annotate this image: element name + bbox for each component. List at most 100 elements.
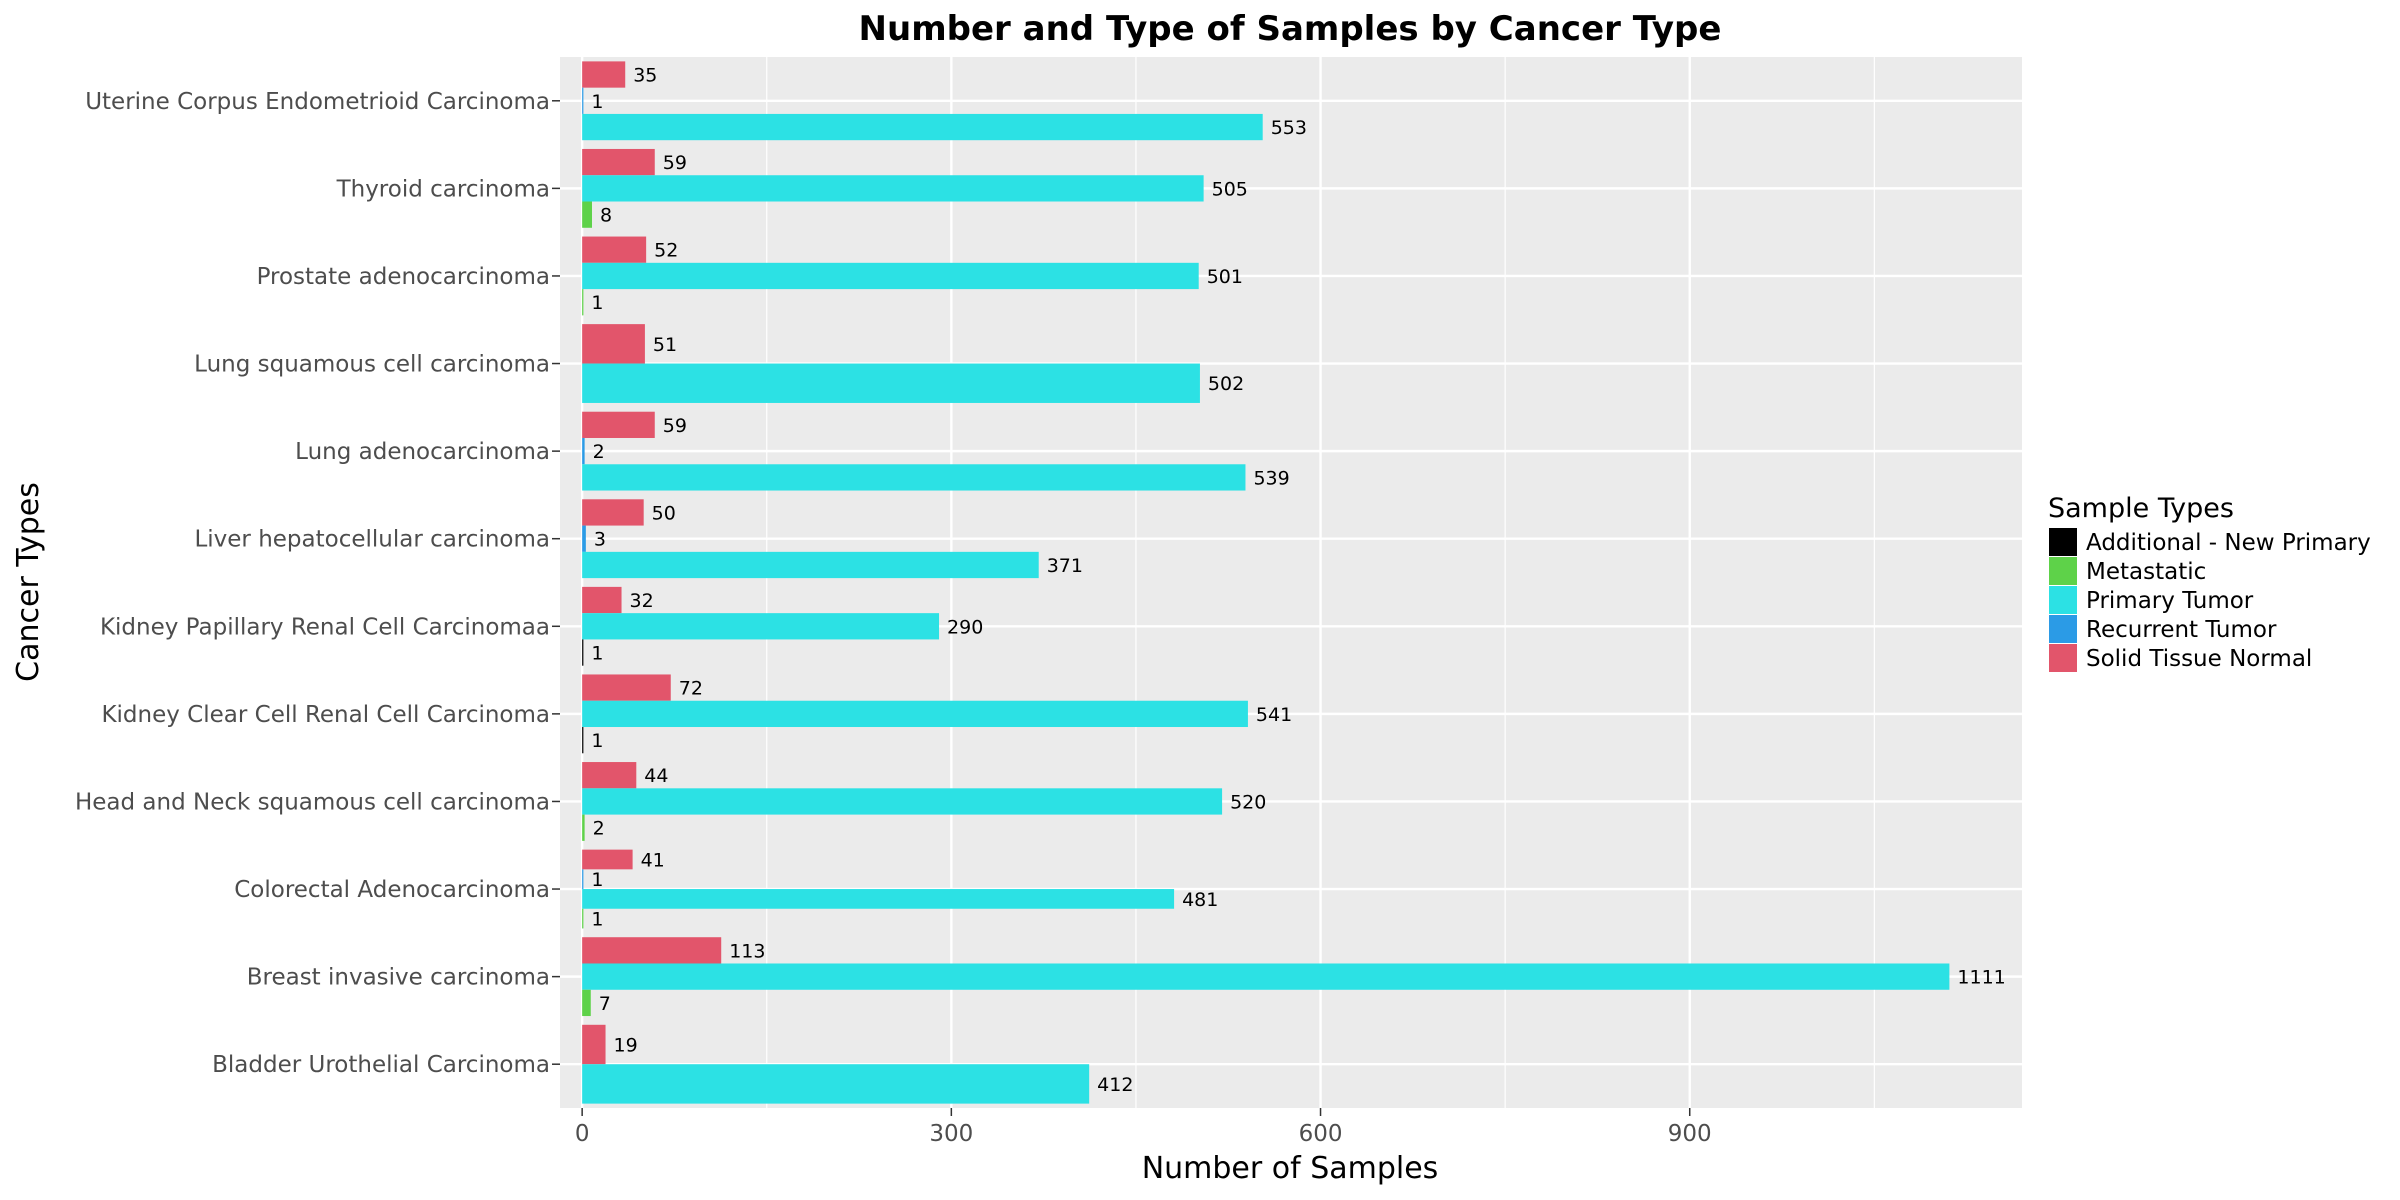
bar	[582, 437, 585, 465]
x-tick-label: 900	[1668, 1121, 1712, 1147]
bar	[582, 788, 1223, 815]
y-axis-label: Prostate adenocarcinoma	[257, 264, 550, 290]
x-axis-ticks: 0 300 600 900	[575, 1108, 1712, 1147]
data-label: 1111	[1957, 967, 2005, 989]
data-label: 35	[633, 65, 657, 87]
bar	[582, 148, 655, 176]
y-axis-labels: Bladder Urothelial Carcinoma Breast invas…	[75, 89, 560, 1078]
data-label: 412	[1097, 1074, 1133, 1096]
legend-title: Sample Types	[2048, 493, 2234, 524]
data-label: 41	[641, 849, 665, 871]
data-label: 1	[591, 730, 603, 752]
legend: Sample Types Additional - New Primary Met…	[2048, 493, 2371, 672]
bar	[582, 551, 1039, 579]
bar	[582, 113, 1263, 141]
data-labels: 1941211311117411481144520272541132290150…	[591, 65, 2005, 1096]
x-axis-title: Number of Samples	[1142, 1151, 1439, 1186]
data-label: 553	[1271, 117, 1307, 139]
y-axis-label: Lung adenocarcinoma	[295, 439, 550, 465]
bar	[582, 889, 1175, 909]
bar	[582, 674, 671, 701]
bar	[582, 963, 1950, 990]
bar	[582, 363, 1200, 403]
bar	[582, 639, 584, 666]
data-label: 290	[947, 616, 983, 638]
bar	[582, 289, 584, 316]
data-label: 19	[614, 1035, 638, 1057]
bar	[582, 727, 584, 754]
data-label: 371	[1047, 555, 1083, 577]
data-label: 541	[1256, 704, 1292, 726]
bar	[582, 464, 1246, 491]
bar	[582, 814, 585, 841]
bar	[582, 849, 633, 870]
data-label: 59	[663, 415, 687, 437]
legend-swatch	[2049, 586, 2077, 614]
data-label: 72	[679, 678, 703, 700]
x-tick-label: 300	[929, 1121, 973, 1147]
data-label: 1	[591, 91, 603, 113]
legend-swatch	[2049, 557, 2077, 585]
bar	[582, 937, 722, 964]
bar	[582, 525, 586, 552]
bar	[582, 762, 637, 789]
bar	[582, 1064, 1090, 1104]
data-label: 59	[663, 152, 687, 174]
data-label: 1	[591, 292, 603, 314]
data-label: 1	[591, 869, 603, 891]
bar	[582, 262, 1199, 290]
data-label: 50	[652, 502, 676, 524]
legend-label: Additional - New Primary	[2086, 530, 2371, 556]
legend-label: Primary Tumor	[2086, 588, 2254, 614]
data-label: 3	[594, 529, 606, 551]
chart-title: Number and Type of Samples by Cancer Typ…	[859, 9, 1722, 49]
bar	[582, 87, 584, 114]
bar	[582, 324, 645, 364]
data-label: 2	[593, 818, 605, 840]
legend-label: Recurrent Tumor	[2086, 617, 2277, 643]
bar	[582, 175, 1204, 202]
data-label: 32	[630, 590, 654, 612]
legend-label: Solid Tissue Normal	[2086, 646, 2312, 672]
data-label: 481	[1182, 889, 1218, 911]
y-axis-title: Cancer Types	[11, 482, 46, 682]
bar	[582, 1024, 606, 1065]
data-label: 505	[1212, 178, 1248, 200]
bars	[582, 61, 1950, 1104]
data-label: 520	[1230, 791, 1266, 813]
bar	[582, 613, 940, 640]
y-axis-label: Head and Neck squamous cell carcinoma	[75, 789, 550, 815]
y-axis-label: Breast invasive carcinoma	[247, 965, 550, 991]
bar	[582, 908, 584, 929]
y-axis-label: Lung squamous cell carcinoma	[194, 352, 550, 378]
data-label: 7	[599, 993, 611, 1015]
bar	[582, 869, 584, 890]
data-label: 44	[644, 765, 668, 787]
y-axis-label: Bladder Urothelial Carcinoma	[212, 1052, 550, 1078]
bar	[582, 61, 626, 88]
legend-swatch	[2049, 644, 2077, 672]
data-label: 1	[591, 643, 603, 665]
data-label: 539	[1253, 467, 1289, 489]
data-label: 1	[591, 909, 603, 931]
data-label: 52	[654, 240, 678, 262]
bar	[582, 989, 591, 1017]
legend-swatch	[2049, 615, 2077, 643]
x-tick-label: 600	[1299, 1121, 1343, 1147]
data-label: 2	[593, 441, 605, 463]
data-label: 51	[653, 334, 677, 356]
y-axis-label: Colorectal Adenocarcinoma	[234, 877, 550, 903]
legend-swatch	[2049, 528, 2077, 556]
data-label: 113	[729, 940, 765, 962]
bar	[582, 499, 644, 526]
bar	[582, 586, 622, 614]
y-axis-label: Liver hepatocellular carcinoma	[194, 527, 550, 553]
plot-panel	[560, 57, 2022, 1108]
x-tick-label: 0	[575, 1121, 590, 1147]
legend-label: Metastatic	[2086, 559, 2206, 585]
bar	[582, 700, 1248, 728]
bar	[582, 201, 592, 228]
data-label: 501	[1207, 266, 1243, 288]
y-axis-label: Uterine Corpus Endometrioid Carcinoma	[85, 89, 550, 115]
